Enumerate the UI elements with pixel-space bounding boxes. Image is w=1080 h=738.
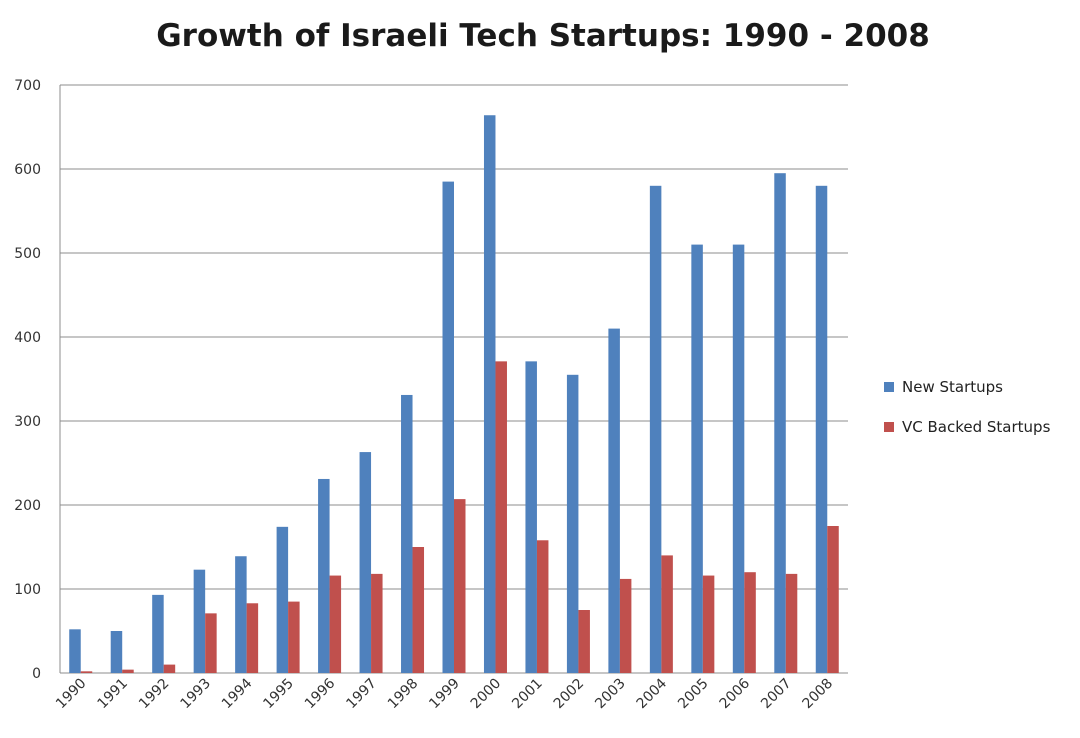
bar-new-startups-1993 [193, 569, 206, 673]
bar-new-startups-1998 [401, 394, 413, 673]
bar-new-startups-1995 [276, 526, 289, 673]
bar-vc-backed-1995 [288, 601, 300, 673]
y-tick-label: 600 [14, 162, 41, 178]
bar-new-startups-2001 [525, 361, 537, 673]
bar-vc-backed-2007 [785, 573, 798, 673]
bar-vc-backed-2008 [827, 526, 839, 673]
legend-label: VC Backed Startups [902, 418, 1051, 436]
bar-new-startups-1992 [152, 594, 164, 673]
bar-new-startups-1999 [442, 181, 454, 673]
bar-vc-backed-2004 [661, 555, 673, 673]
y-tick-label: 400 [14, 330, 41, 346]
bar-vc-backed-2006 [744, 572, 756, 673]
x-tick-label: 1993 [177, 676, 214, 713]
x-tick-label: 1998 [385, 676, 422, 713]
x-tick-label: 1991 [95, 676, 132, 713]
y-axis-tick-labels: 0 100 200 300 400 500 600 700 [14, 78, 41, 682]
x-tick-label: 2000 [468, 676, 505, 713]
bar-new-startups-2007 [774, 173, 786, 673]
bar-new-startups-1991 [110, 631, 123, 673]
bar-vc-backed-2002 [578, 610, 590, 673]
x-tick-label: 1992 [136, 676, 173, 713]
y-tick-label: 100 [14, 582, 41, 598]
x-tick-label: 2002 [551, 676, 588, 713]
x-tick-label: 1990 [53, 676, 90, 713]
x-tick-label: 1995 [260, 676, 297, 713]
x-tick-label: 2006 [717, 675, 754, 712]
bar-vc-backed-1993 [205, 613, 217, 673]
legend-swatch [884, 422, 894, 432]
bar-new-startups-1994 [235, 556, 247, 673]
bar-new-startups-2005 [691, 244, 703, 673]
bar-new-startups-1997 [359, 452, 372, 673]
x-tick-label: 2007 [758, 676, 795, 713]
bar-vc-backed-2005 [702, 575, 715, 673]
x-tick-label: 2008 [800, 676, 837, 713]
bar-new-startups-1996 [318, 478, 330, 673]
bar-vc-backed-1997 [371, 573, 383, 673]
bar-vc-backed-1999 [454, 499, 466, 673]
x-tick-label: 1994 [219, 675, 256, 712]
bar-new-startups-2002 [566, 374, 579, 673]
y-tick-label: 500 [14, 246, 41, 262]
chart-title: Growth of Israeli Tech Startups: 1990 - … [156, 18, 930, 54]
bar-vc-backed-2000 [495, 361, 507, 673]
bar-new-startups-2008 [815, 185, 828, 674]
x-tick-label: 1996 [302, 675, 339, 712]
bar-vc-backed-1996 [329, 575, 342, 673]
legend-swatch [884, 382, 894, 392]
x-tick-label: 2001 [509, 676, 546, 713]
bar-vc-backed-1992 [163, 664, 176, 673]
y-tick-label: 300 [14, 414, 41, 430]
bar-vc-backed-1990 [80, 671, 93, 673]
legend-label: New Startups [902, 378, 1003, 396]
bar-new-startups-2003 [608, 328, 620, 673]
y-tick-label: 700 [14, 78, 41, 94]
y-tick-label: 200 [14, 498, 41, 514]
bar-new-startups-2004 [649, 185, 662, 674]
bar-vc-backed-1991 [122, 669, 134, 673]
x-tick-label: 2004 [634, 675, 671, 712]
y-tick-label: 0 [32, 666, 41, 682]
bar-vc-backed-1994 [246, 603, 259, 673]
bars [69, 115, 839, 674]
x-axis-tick-labels: 1990 1991 1992 1993 1994 1995 1996 1997 1998 1999… [53, 675, 836, 712]
bar-new-startups-2006 [732, 244, 745, 673]
bar-new-startups-2000 [483, 115, 496, 674]
x-tick-label: 2003 [592, 676, 629, 713]
x-tick-label: 1997 [343, 676, 380, 713]
bar-vc-backed-2001 [536, 540, 549, 673]
bar-vc-backed-1998 [412, 547, 425, 673]
x-tick-label: 1999 [426, 676, 463, 713]
legend: New Startups VC Backed Startups [884, 378, 1051, 436]
bar-new-startups-1990 [69, 629, 81, 673]
x-tick-label: 2005 [675, 676, 712, 713]
bar-vc-backed-2003 [619, 578, 632, 673]
